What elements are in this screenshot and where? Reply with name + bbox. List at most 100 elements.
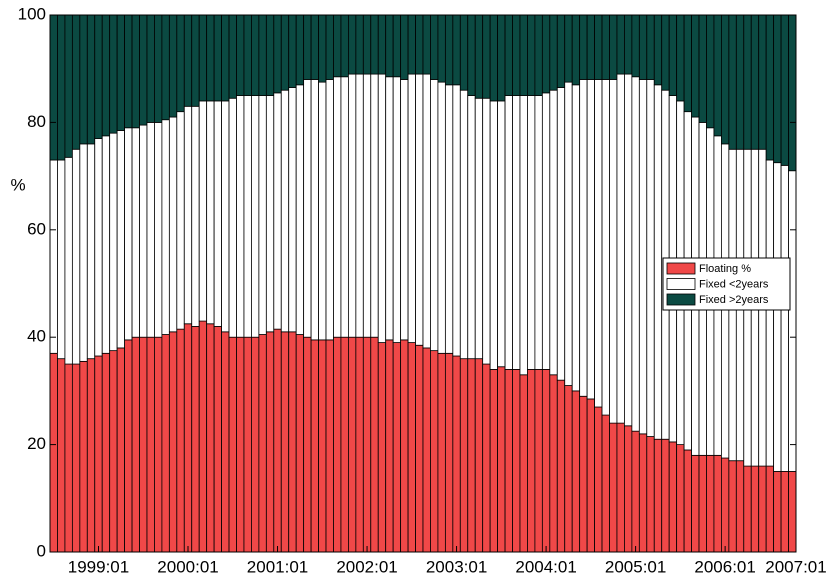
bar-segment bbox=[71, 14, 81, 150]
bar-segment bbox=[616, 14, 625, 75]
bar-segment bbox=[94, 355, 103, 553]
bar-segment bbox=[139, 124, 148, 338]
bar-segment bbox=[116, 14, 125, 131]
bar-segment bbox=[340, 76, 349, 338]
bar-segment bbox=[116, 347, 125, 553]
bar-segment bbox=[676, 14, 685, 102]
bar-segment bbox=[124, 339, 133, 553]
bar-segment bbox=[586, 14, 595, 80]
bar-segment bbox=[392, 342, 402, 553]
bar-segment bbox=[400, 14, 409, 80]
bar-segment bbox=[452, 84, 461, 357]
bar-segment bbox=[735, 14, 745, 150]
bar-segment bbox=[489, 369, 499, 553]
bar-segment bbox=[355, 73, 364, 338]
x-tick-label: 2003:01 bbox=[426, 557, 487, 576]
bar-segment bbox=[310, 79, 319, 341]
bar-segment bbox=[64, 156, 73, 365]
bar-segment bbox=[273, 92, 282, 330]
bar-segment bbox=[721, 457, 730, 553]
bar-segment bbox=[512, 369, 521, 553]
bar-segment bbox=[258, 14, 267, 96]
y-tick-label: 80 bbox=[27, 112, 46, 131]
bar-segment bbox=[407, 342, 416, 553]
bar-segment bbox=[154, 336, 163, 553]
bar-segment bbox=[131, 127, 140, 338]
bar-segment bbox=[579, 79, 588, 397]
bar-segment bbox=[743, 465, 752, 553]
bar-segment bbox=[549, 374, 558, 553]
bar-segment bbox=[176, 111, 185, 330]
bar-segment bbox=[668, 14, 678, 96]
bar-segment bbox=[213, 100, 222, 327]
bar-segment bbox=[758, 465, 767, 553]
bar-segment bbox=[221, 14, 230, 102]
bar-segment bbox=[288, 14, 297, 88]
bar-segment bbox=[788, 170, 797, 472]
bar-segment bbox=[788, 14, 797, 172]
bar-segment bbox=[161, 119, 170, 335]
bar-segment bbox=[512, 95, 521, 370]
bar-segment bbox=[780, 471, 789, 553]
bar-segment bbox=[86, 358, 96, 553]
bar-segment bbox=[586, 398, 595, 553]
bar-segment bbox=[452, 355, 461, 553]
bar-segment bbox=[691, 14, 700, 118]
bar-segment bbox=[139, 336, 148, 553]
bar-segment bbox=[303, 14, 312, 80]
bar-segment bbox=[258, 334, 267, 553]
bar-segment bbox=[385, 14, 394, 78]
bar-segment bbox=[392, 76, 402, 343]
bar-segment bbox=[474, 97, 484, 360]
bar-segment bbox=[392, 14, 402, 78]
bar-segment bbox=[228, 14, 237, 99]
x-tick-label: 2007:01 bbox=[765, 557, 826, 576]
legend-label: Fixed <2years bbox=[699, 278, 769, 290]
bar-segment bbox=[101, 14, 111, 137]
bar-segment bbox=[646, 436, 655, 553]
bar-segment bbox=[124, 127, 133, 341]
bar-segment bbox=[459, 89, 469, 360]
bar-segment bbox=[183, 105, 193, 325]
bar-segment bbox=[206, 323, 215, 553]
bar-segment bbox=[154, 14, 163, 123]
legend-swatch bbox=[666, 293, 696, 306]
y-tick-label: 60 bbox=[27, 219, 46, 238]
bar-segment bbox=[198, 100, 208, 322]
bar-segment bbox=[571, 390, 581, 553]
bar-segment bbox=[355, 14, 364, 75]
bar-segment bbox=[467, 95, 476, 360]
bar-segment bbox=[273, 328, 282, 553]
bar-segment bbox=[400, 339, 409, 553]
bar-segment bbox=[213, 14, 222, 102]
bar-segment bbox=[482, 97, 491, 365]
bar-segment bbox=[497, 100, 506, 368]
bar-segment bbox=[116, 130, 125, 349]
bar-segment bbox=[243, 336, 252, 553]
bar-segment bbox=[519, 374, 528, 553]
bar-segment bbox=[400, 79, 409, 341]
bar-segment bbox=[183, 323, 193, 553]
bar-segment bbox=[236, 336, 245, 553]
bar-segment bbox=[624, 14, 633, 75]
bar-segment bbox=[773, 471, 782, 553]
bar-segment bbox=[161, 334, 170, 553]
bar-segment bbox=[683, 449, 692, 553]
bar-segment bbox=[497, 14, 506, 102]
x-tick-label: 2006:01 bbox=[694, 557, 755, 576]
bar-segment bbox=[430, 14, 439, 80]
bar-segment bbox=[228, 97, 237, 338]
bar-segment bbox=[698, 454, 707, 553]
bar-segment bbox=[653, 438, 663, 553]
legend-label: Fixed >2years bbox=[699, 294, 769, 306]
bar-segment bbox=[721, 14, 730, 145]
bar-segment bbox=[683, 14, 692, 113]
bar-segment bbox=[325, 339, 334, 553]
bar-segment bbox=[49, 352, 58, 553]
bar-segment bbox=[101, 352, 111, 553]
x-tick-label: 2002:01 bbox=[336, 557, 397, 576]
bar-segment bbox=[646, 79, 655, 437]
x-tick-label: 2000:01 bbox=[157, 557, 218, 576]
bar-segment bbox=[340, 336, 349, 553]
